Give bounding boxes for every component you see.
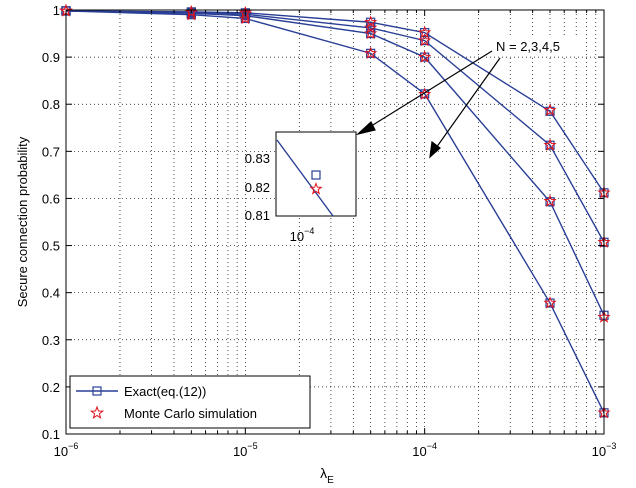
sim-marker — [418, 33, 432, 47]
annotation-arrows — [355, 50, 501, 159]
sim-marker — [418, 25, 432, 39]
exact-marker — [240, 8, 250, 18]
exact-marker — [545, 140, 555, 150]
plot-frame — [65, 9, 605, 435]
y-tick-label: 0.7 — [42, 144, 60, 159]
sim-marker — [418, 87, 432, 100]
tick-layer: 0.1 0.2 0.3 0.4 0.5 0.6 0.7 0.8 0.9 1 10−6 10−5 10−4… — [42, 3, 616, 459]
y-tick-label: 0.5 — [42, 239, 60, 254]
arrow-line-right — [435, 57, 501, 149]
exact-marker — [420, 28, 430, 38]
x-axis-label-base: λ — [320, 465, 327, 481]
sim-marker — [543, 103, 557, 116]
exact-marker — [366, 48, 376, 58]
legend-marker-exact — [92, 386, 102, 396]
sim-marker — [364, 15, 378, 28]
inset-x-tick: 10−4 — [290, 226, 315, 244]
exact-marker — [545, 298, 555, 308]
y-tick-label: 1 — [53, 3, 60, 18]
y-axis-label: Secure connection probability — [15, 136, 30, 307]
inset: 0.83 0.82 0.81 10−4 — [245, 131, 357, 244]
y-tick-label: 0.9 — [42, 50, 60, 65]
exact-marker — [420, 52, 430, 62]
y-tick-label: 0.8 — [42, 97, 60, 112]
legend-marker-sim — [89, 405, 105, 420]
arrow-head-right — [429, 140, 441, 159]
inset-x-tick-exp: −4 — [304, 226, 314, 236]
y-tick-label: 0.2 — [42, 380, 60, 395]
sim-marker — [543, 194, 557, 207]
exact-marker — [186, 7, 196, 17]
inset-y-tick-081: 0.81 — [245, 208, 270, 223]
inset-sim-marker — [309, 182, 323, 195]
sim-marker — [543, 296, 557, 309]
inset-frame — [275, 131, 357, 217]
grid — [66, 10, 604, 434]
annotation-label: N = 2,3,4,5 — [496, 39, 560, 54]
x-tick-label: 10−6 — [54, 441, 79, 459]
exact-marker — [366, 17, 376, 27]
x-axis-label-sub: E — [327, 475, 334, 486]
inset-series-line — [276, 139, 334, 217]
legend-label-exact: Exact(eq.(12)) — [124, 384, 206, 399]
sim-marker — [418, 50, 432, 63]
exact-marker — [545, 106, 555, 116]
y-tick-label: 0.6 — [42, 191, 60, 206]
exact-marker — [366, 28, 376, 39]
legend-box — [69, 375, 311, 429]
arrow-head-left — [355, 121, 376, 136]
y-tick-label: 0.1 — [42, 427, 60, 442]
exact-marker — [545, 197, 555, 207]
sim-marker — [543, 138, 557, 151]
y-tick-label: 0.3 — [42, 333, 60, 348]
x-tick-label: 10−3 — [592, 441, 617, 459]
sim-marker — [364, 46, 378, 59]
x-tick-label: 10−5 — [233, 441, 258, 459]
y-tick-label: 0.4 — [42, 286, 60, 301]
inset-y-tick-083: 0.83 — [245, 151, 270, 166]
inset-y-tick-082: 0.82 — [245, 180, 270, 195]
series-line-3 — [65, 10, 605, 316]
legend-label-sim: Monte Carlo simulation — [124, 406, 257, 421]
x-axis-label: λE — [320, 465, 334, 486]
legend: Exact(eq.(12)) Monte Carlo simulation — [69, 375, 311, 429]
x-tick-label: 10−4 — [412, 441, 437, 459]
inset-exact-marker — [311, 170, 321, 180]
arrow-line-left — [367, 50, 493, 129]
inset-x-tick-base: 10 — [290, 229, 304, 244]
annotation-background — [492, 36, 580, 56]
exact-marker — [366, 23, 376, 33]
